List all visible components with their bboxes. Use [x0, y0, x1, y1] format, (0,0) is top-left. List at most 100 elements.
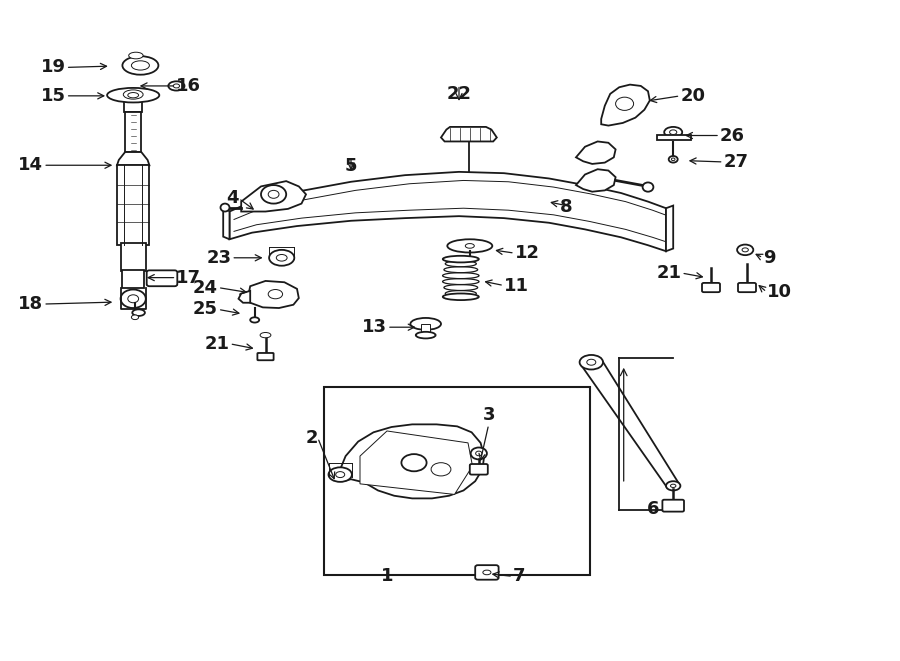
Text: 7: 7	[513, 567, 526, 586]
Ellipse shape	[443, 272, 479, 278]
Text: 2: 2	[305, 428, 318, 447]
Ellipse shape	[276, 254, 287, 261]
Text: 21: 21	[204, 334, 230, 353]
Bar	[657, 135, 691, 140]
Ellipse shape	[220, 204, 230, 212]
Ellipse shape	[431, 463, 451, 476]
Ellipse shape	[670, 130, 677, 134]
Text: 20: 20	[680, 87, 706, 105]
Ellipse shape	[447, 239, 492, 253]
Ellipse shape	[666, 481, 680, 490]
Ellipse shape	[168, 81, 184, 91]
FancyBboxPatch shape	[475, 565, 499, 580]
Text: 22: 22	[446, 85, 472, 102]
Ellipse shape	[444, 284, 478, 290]
Text: 11: 11	[504, 276, 529, 295]
Ellipse shape	[465, 244, 474, 248]
Text: 26: 26	[720, 126, 745, 145]
Ellipse shape	[446, 260, 476, 266]
Ellipse shape	[122, 56, 158, 75]
Ellipse shape	[476, 451, 482, 456]
Ellipse shape	[671, 158, 675, 161]
Ellipse shape	[443, 279, 479, 284]
Text: 14: 14	[18, 156, 43, 175]
Ellipse shape	[260, 332, 271, 338]
FancyBboxPatch shape	[738, 283, 756, 292]
Ellipse shape	[664, 127, 682, 137]
Polygon shape	[441, 127, 497, 141]
Ellipse shape	[131, 315, 139, 319]
Ellipse shape	[401, 454, 427, 471]
Ellipse shape	[123, 90, 143, 99]
Text: 10: 10	[767, 283, 792, 301]
Polygon shape	[223, 205, 230, 239]
Ellipse shape	[132, 309, 145, 316]
Ellipse shape	[328, 467, 352, 482]
Ellipse shape	[587, 360, 596, 365]
Ellipse shape	[128, 295, 139, 303]
Text: 17: 17	[176, 268, 202, 287]
FancyBboxPatch shape	[257, 353, 274, 360]
Text: 27: 27	[724, 153, 749, 171]
Text: 4: 4	[226, 189, 239, 208]
Ellipse shape	[670, 484, 676, 488]
Polygon shape	[601, 85, 650, 126]
Text: 1: 1	[381, 567, 393, 586]
Bar	[421, 324, 430, 334]
Ellipse shape	[128, 93, 139, 98]
Ellipse shape	[410, 318, 441, 330]
Text: 15: 15	[40, 87, 66, 105]
Polygon shape	[338, 424, 484, 498]
Polygon shape	[248, 281, 299, 308]
Ellipse shape	[129, 52, 143, 59]
Text: 21: 21	[656, 264, 681, 282]
Ellipse shape	[336, 472, 345, 477]
Ellipse shape	[482, 570, 491, 574]
Text: 6: 6	[647, 500, 660, 518]
Polygon shape	[581, 359, 679, 488]
Ellipse shape	[580, 355, 603, 369]
Ellipse shape	[107, 88, 159, 102]
Polygon shape	[576, 169, 616, 192]
Text: 25: 25	[193, 300, 218, 319]
Ellipse shape	[250, 317, 259, 323]
FancyBboxPatch shape	[662, 500, 684, 512]
Ellipse shape	[443, 293, 479, 300]
Ellipse shape	[643, 182, 653, 192]
Ellipse shape	[616, 97, 634, 110]
Polygon shape	[230, 172, 666, 251]
Ellipse shape	[443, 256, 479, 262]
Bar	[324, 387, 590, 575]
Text: 23: 23	[206, 249, 231, 267]
Text: 16: 16	[176, 77, 202, 95]
Ellipse shape	[268, 190, 279, 198]
Bar	[117, 165, 149, 245]
Text: 19: 19	[40, 58, 66, 77]
Ellipse shape	[416, 332, 436, 338]
Text: 9: 9	[763, 249, 776, 267]
Text: 5: 5	[345, 157, 357, 175]
Ellipse shape	[121, 290, 146, 308]
Ellipse shape	[444, 266, 478, 272]
Ellipse shape	[269, 250, 294, 266]
FancyBboxPatch shape	[470, 464, 488, 475]
Polygon shape	[576, 141, 616, 164]
Text: 12: 12	[515, 244, 540, 262]
Text: 18: 18	[18, 295, 43, 313]
Ellipse shape	[446, 291, 476, 296]
FancyBboxPatch shape	[702, 283, 720, 292]
Ellipse shape	[261, 185, 286, 204]
Polygon shape	[238, 291, 250, 303]
Bar	[121, 243, 146, 271]
Polygon shape	[666, 206, 673, 251]
Ellipse shape	[131, 61, 149, 70]
Polygon shape	[117, 152, 149, 165]
Bar	[122, 270, 144, 288]
Text: 8: 8	[560, 198, 572, 216]
Ellipse shape	[669, 156, 678, 163]
Polygon shape	[360, 431, 472, 494]
FancyBboxPatch shape	[147, 270, 177, 286]
Text: 3: 3	[482, 407, 495, 424]
Text: 13: 13	[362, 318, 387, 336]
Polygon shape	[241, 181, 306, 212]
